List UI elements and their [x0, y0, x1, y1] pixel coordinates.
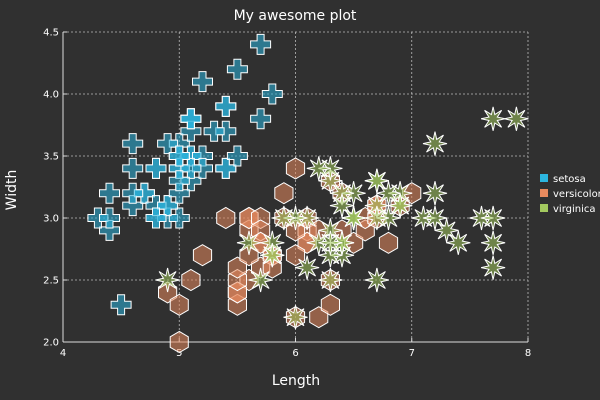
virginica-point — [236, 230, 262, 255]
virginica-point — [364, 267, 390, 293]
x-axis-label: Length — [272, 373, 320, 389]
y-tick-label: 3.5 — [43, 152, 59, 163]
plot-area — [87, 33, 529, 354]
y-axis-label: Width — [4, 170, 20, 211]
legend-item-setosa: setosa — [540, 174, 586, 185]
axes — [62, 31, 529, 343]
versicolor-point — [158, 281, 178, 304]
versicolor-point — [378, 231, 399, 254]
virginica-point — [446, 230, 471, 255]
virginica-point — [283, 305, 308, 330]
y-tick-label: 4.0 — [43, 90, 59, 101]
versicolor-point — [285, 157, 306, 180]
setosa-point — [215, 95, 237, 117]
legend-swatch — [540, 189, 548, 197]
setosa-point — [168, 170, 190, 192]
x-tick-label: 5 — [176, 348, 182, 359]
chart-title: My awesome plot — [234, 8, 357, 24]
setosa-point — [110, 294, 132, 316]
legend-label: setosa — [553, 174, 586, 185]
y-tick-label: 2.5 — [43, 276, 59, 287]
y-tick-label: 2.0 — [43, 338, 59, 349]
legend-item-versicolor: versicolor — [540, 189, 600, 200]
y-tick-label: 4.5 — [43, 28, 59, 39]
setosa-point — [215, 157, 237, 179]
setosa-point — [226, 145, 248, 167]
legend-item-virginica: virginica — [540, 204, 596, 215]
versicolor-point — [169, 330, 189, 354]
setosa-point — [192, 71, 213, 93]
x-tick-label: 4 — [60, 348, 66, 359]
virginica-point — [422, 131, 448, 156]
virginica-point — [504, 106, 529, 131]
setosa-point — [157, 195, 179, 217]
setosa-point — [145, 157, 167, 179]
setosa-point — [250, 33, 272, 55]
virginica-point — [318, 267, 343, 293]
x-tick-label: 6 — [292, 348, 298, 359]
setosa-point — [99, 182, 120, 204]
versicolor-point — [181, 268, 201, 292]
virginica-point — [480, 230, 506, 255]
virginica-point — [248, 267, 273, 293]
virginica-point — [318, 230, 343, 255]
setosa-point — [168, 145, 190, 167]
virginica-point — [341, 205, 366, 231]
legend-label: virginica — [553, 204, 596, 215]
x-tick-label: 8 — [525, 348, 531, 359]
series-setosa — [87, 33, 283, 316]
virginica-point — [271, 205, 297, 231]
versicolor-point — [274, 182, 294, 205]
virginica-point — [422, 181, 448, 206]
setosa-point — [122, 182, 144, 204]
setosa-point — [122, 133, 144, 155]
virginica-point — [480, 106, 506, 131]
versicolor-point — [320, 293, 340, 316]
versicolor-point — [169, 293, 189, 316]
virginica-point — [480, 255, 506, 280]
setosa-point — [261, 83, 283, 105]
virginica-point — [294, 255, 320, 280]
x-tick-label: 7 — [409, 348, 415, 359]
setosa-point — [250, 108, 272, 130]
setosa-point — [145, 207, 167, 229]
virginica-point — [260, 243, 285, 268]
setosa-point — [122, 157, 144, 179]
legend-swatch — [540, 204, 548, 212]
virginica-point — [480, 205, 506, 231]
legend-label: versicolor — [553, 189, 600, 200]
virginica-point — [155, 267, 180, 293]
versicolor-point — [192, 244, 213, 267]
versicolor-point — [216, 206, 236, 230]
setosa-point — [203, 120, 225, 142]
series-virginica — [155, 106, 529, 330]
setosa-point — [180, 108, 202, 130]
setosa-point — [99, 207, 120, 229]
virginica-point — [364, 168, 390, 193]
virginica-point — [306, 156, 331, 181]
virginica-point — [422, 205, 448, 231]
virginica-point — [364, 205, 390, 231]
legend: setosa versicolor virginica — [540, 174, 600, 215]
legend-swatch — [540, 174, 548, 182]
setosa-point — [226, 58, 248, 80]
tick-labels: 4 5 6 7 8 2.0 2.5 3.0 3.5 4.0 4.5 — [43, 28, 531, 360]
y-tick-label: 3.0 — [43, 214, 59, 225]
